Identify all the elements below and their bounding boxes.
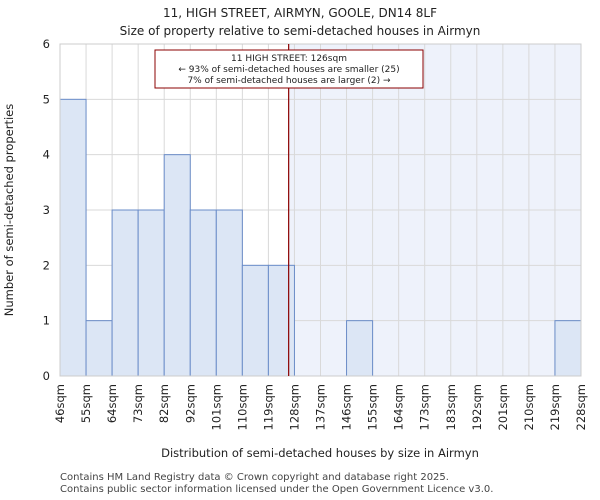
bar	[241, 264, 269, 377]
annotation-line-1: 11 HIGH STREET: 126sqm	[231, 54, 347, 64]
plot-area-frame	[59, 43, 582, 377]
y-tick-label: 6	[43, 37, 50, 51]
x-tick-label: 192sqm	[470, 384, 484, 430]
x-tick-label: 82sqm	[157, 384, 171, 423]
x-tick-label: 64sqm	[105, 384, 119, 423]
bar	[189, 209, 217, 377]
footer-attribution-2: Contains public sector information licen…	[60, 484, 494, 495]
x-tick-label: 155sqm	[366, 384, 380, 430]
x-tick-label: 173sqm	[418, 384, 432, 430]
bar	[59, 98, 87, 377]
bar	[85, 320, 113, 377]
y-tick-label: 5	[43, 92, 50, 106]
y-axis-label: Number of semi-detached properties	[2, 104, 16, 316]
x-tick-label: 228sqm	[574, 384, 588, 430]
y-tick-label: 1	[43, 314, 50, 328]
bar	[137, 209, 165, 377]
bar	[215, 209, 243, 377]
y-tick-label: 4	[43, 148, 50, 162]
annotation-line-2: ← 93% of semi-detached houses are smalle…	[178, 65, 399, 75]
y-tick-label: 2	[43, 258, 50, 272]
x-tick-label: 55sqm	[79, 384, 93, 423]
bar	[267, 264, 295, 377]
x-tick-label: 210sqm	[522, 384, 536, 430]
bar	[554, 320, 582, 377]
bar	[163, 154, 191, 377]
x-tick-label: 164sqm	[392, 384, 406, 430]
annotation-frame	[154, 49, 424, 89]
x-tick-label: 46sqm	[53, 384, 67, 423]
x-tick-label: 101sqm	[209, 384, 223, 430]
x-tick-label: 219sqm	[548, 384, 562, 430]
x-tick-label: 201sqm	[496, 384, 510, 430]
footer-attribution-1: Contains HM Land Registry data © Crown c…	[60, 472, 449, 483]
y-tick-label: 0	[43, 369, 50, 383]
annotation-line-3: 7% of semi-detached houses are larger (2…	[187, 76, 391, 86]
x-tick-label: 92sqm	[183, 384, 197, 423]
y-tick-label: 3	[43, 203, 50, 217]
x-tick-label: 73sqm	[131, 384, 145, 423]
y-ticks: 0 1 2 3 4 5 6	[43, 37, 50, 383]
x-axis-label: Distribution of semi-detached houses by …	[161, 446, 479, 460]
annotation-box: 11 HIGH STREET: 126sqm ← 93% of semi-det…	[154, 49, 424, 89]
chart-title: 11, HIGH STREET, AIRMYN, GOOLE, DN14 8LF	[163, 6, 437, 20]
x-tick-label: 128sqm	[287, 384, 301, 430]
x-tick-label: 119sqm	[261, 384, 275, 430]
bar	[111, 209, 139, 377]
bar	[346, 320, 374, 377]
x-tick-label: 146sqm	[340, 384, 354, 430]
x-tick-label: 110sqm	[235, 384, 249, 430]
x-tick-label: 183sqm	[444, 384, 458, 430]
chart-subtitle: Size of property relative to semi-detach…	[120, 24, 481, 38]
bars	[59, 98, 582, 377]
x-ticks: 46sqm 55sqm 64sqm 73sqm 82sqm 92sqm 101sqm 110s…	[53, 384, 588, 430]
x-tick-label: 137sqm	[314, 384, 328, 430]
